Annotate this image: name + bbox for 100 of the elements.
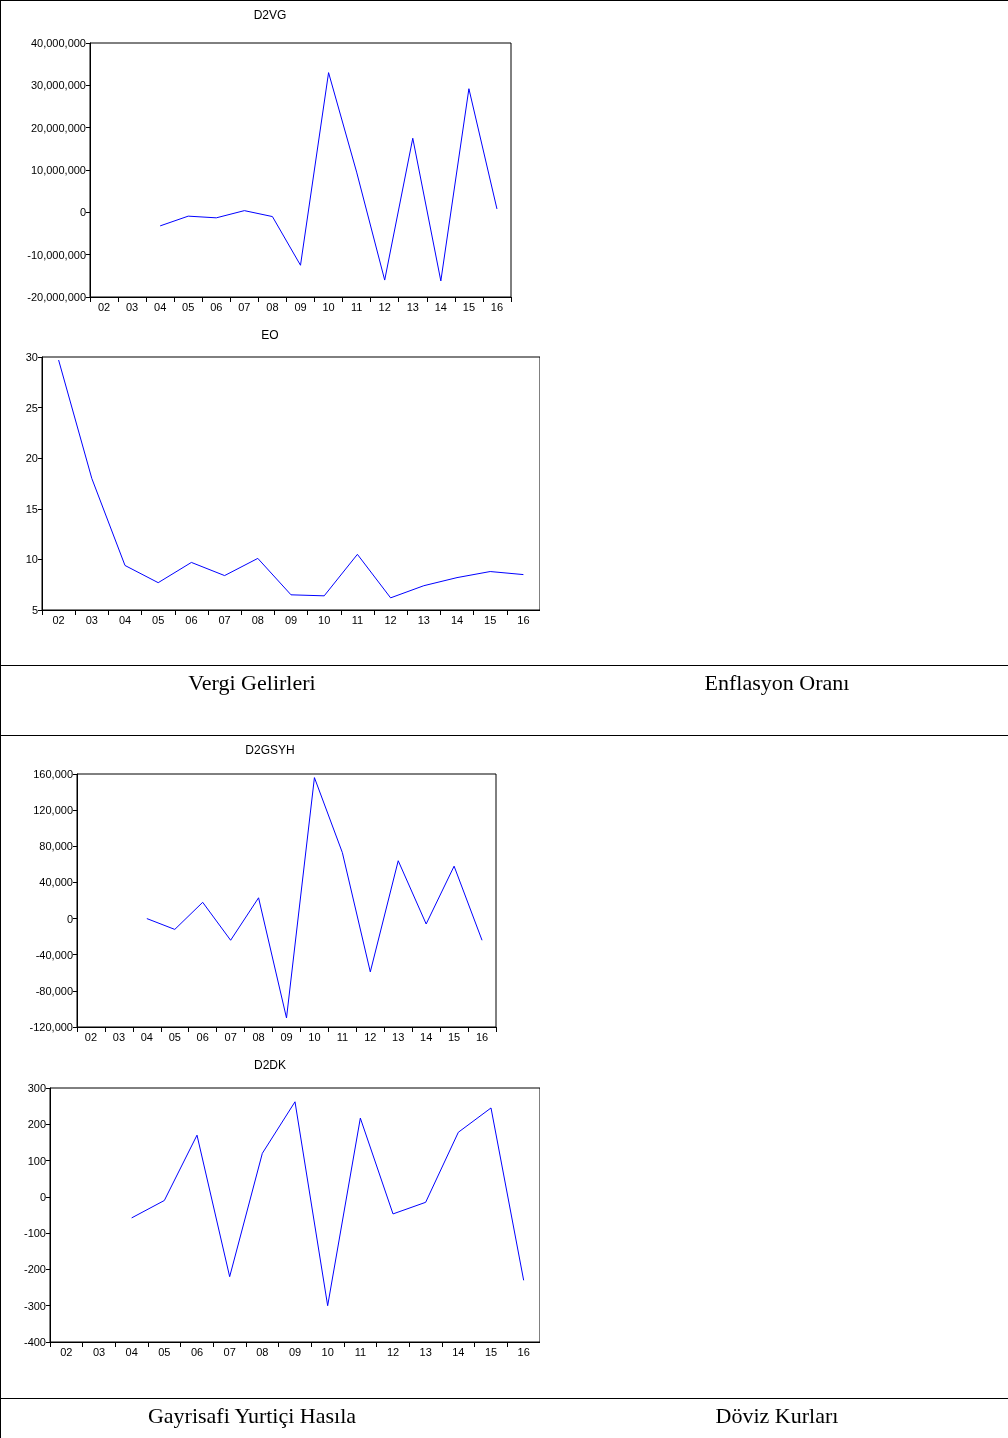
x-tick-label: 04	[154, 300, 167, 313]
x-tick-label: 07	[223, 1345, 236, 1358]
x-tick-label: 12	[384, 613, 397, 626]
x-tick-label: 10	[318, 613, 331, 626]
x-tick-label: 15	[462, 300, 476, 313]
x-tick-label: 07	[224, 1030, 237, 1043]
y-tick-label: 200	[27, 1118, 46, 1131]
y-tick-label: 20	[25, 452, 38, 465]
x-tick-label: 05	[152, 613, 165, 626]
x-tick-label: 11	[351, 613, 364, 626]
x-tick-label: 14	[434, 300, 447, 313]
x-tick-label: 07	[218, 613, 231, 626]
y-tick-label: 5	[31, 604, 38, 616]
x-tick-label: 13	[392, 1030, 405, 1043]
x-tick-label: 13	[417, 613, 430, 626]
x-tick-label: 08	[252, 1030, 265, 1043]
x-tick-label: 06	[196, 1030, 209, 1043]
y-tick-label: -100	[23, 1227, 46, 1240]
x-tick-label: 15	[447, 1030, 461, 1043]
y-tick-label: 0	[79, 206, 86, 219]
x-tick-label: 08	[251, 613, 264, 626]
x-tick-label: 02	[84, 1030, 98, 1043]
y-tick-label: 10	[25, 553, 38, 566]
x-tick-label: 10	[322, 300, 335, 313]
x-tick-label: 11	[354, 1345, 367, 1358]
x-tick-label: 11	[336, 1030, 349, 1043]
y-tick-label: 0	[66, 912, 73, 925]
x-tick-label: 03	[125, 300, 139, 313]
x-tick-label: 15	[484, 1345, 498, 1358]
y-tick-label: -20,000,000	[27, 291, 86, 303]
y-tick-label: -300	[23, 1299, 46, 1312]
y-tick-label: 15	[25, 502, 38, 515]
x-tick-label: 12	[364, 1030, 377, 1043]
y-tick-label: -200	[23, 1263, 46, 1276]
y-tick-label: 120,000	[33, 804, 73, 817]
x-tick-label: 03	[92, 1345, 106, 1358]
x-tick-label: 05	[158, 1345, 171, 1358]
x-tick-label: 03	[112, 1030, 126, 1043]
text: Gayrisafi Yurtiçi Hasıla	[146, 1403, 358, 1429]
x-tick-label: 13	[406, 300, 419, 313]
x-tick-label: 11	[350, 300, 363, 313]
x-tick-label: 12	[378, 300, 391, 313]
y-tick-label: 160,000	[33, 768, 73, 780]
x-tick-label: 16	[475, 1030, 489, 1043]
x-tick-label: 06	[190, 1345, 204, 1358]
x-tick-label: 10	[308, 1030, 321, 1043]
y-tick-label: 80,000	[39, 840, 73, 853]
x-tick-label: 09	[280, 1030, 293, 1043]
x-tick-label: 02	[60, 1345, 73, 1358]
line-series	[58, 359, 524, 599]
x-tick-label: 15	[484, 613, 497, 626]
y-tick-label: -120,000	[29, 1021, 73, 1033]
chart-title: EO	[261, 328, 279, 342]
y-tick-label: 300	[27, 1082, 46, 1094]
x-tick-label: 06	[185, 613, 198, 626]
x-tick-label: 04	[125, 1345, 138, 1358]
x-tick-label: 05	[168, 1030, 181, 1043]
y-tick-label: 40,000,000	[30, 37, 86, 49]
line-series	[146, 777, 483, 1019]
y-tick-label: 20,000,000	[30, 121, 86, 134]
x-tick-label: 08	[256, 1345, 269, 1358]
x-tick-label: 02	[97, 300, 111, 313]
y-tick-label: 40,000	[39, 876, 73, 889]
y-tick-label: 30	[25, 351, 38, 363]
text: Döviz Kurları	[714, 1403, 840, 1429]
y-tick-label: 25	[25, 401, 38, 414]
x-tick-label: 14	[420, 1030, 433, 1043]
y-tick-label: -400	[23, 1336, 46, 1348]
y-tick-label: 100	[27, 1154, 46, 1167]
chart-title: D2DK	[253, 1058, 287, 1072]
x-tick-label: 16	[490, 300, 504, 313]
x-tick-label: 02	[52, 613, 65, 626]
x-tick-label: 16	[517, 1345, 530, 1358]
x-tick-label: 05	[182, 300, 195, 313]
chart-title: D2GSYH	[245, 743, 295, 757]
x-tick-label: 04	[140, 1030, 153, 1043]
y-tick-label: -40,000	[35, 948, 73, 961]
x-tick-label: 14	[452, 1345, 465, 1358]
y-tick-label: 0	[39, 1190, 46, 1203]
x-tick-label: 07	[238, 300, 251, 313]
x-tick-label: 03	[85, 613, 98, 626]
x-tick-label: 09	[288, 1345, 302, 1358]
x-tick-label: 10	[321, 1345, 334, 1358]
x-tick-label: 04	[118, 613, 132, 626]
text: Vergi Gelirleri	[187, 670, 317, 696]
line-series	[131, 1101, 525, 1307]
y-tick-label: -10,000,000	[27, 248, 86, 261]
chart-title: D2VG	[253, 8, 287, 22]
x-tick-label: 12	[386, 1345, 400, 1358]
x-tick-label: 16	[517, 613, 530, 626]
text: Enflasyon Oranı	[703, 670, 851, 696]
x-tick-label: 14	[450, 613, 464, 626]
x-tick-label: 08	[266, 300, 279, 313]
x-tick-label: 06	[210, 300, 223, 313]
x-tick-label: 09	[294, 300, 307, 313]
y-tick-label: -80,000	[35, 984, 73, 997]
x-tick-label: 13	[419, 1345, 432, 1358]
line-series	[159, 72, 498, 282]
x-tick-label: 09	[284, 613, 298, 626]
y-tick-label: 30,000,000	[30, 79, 86, 92]
